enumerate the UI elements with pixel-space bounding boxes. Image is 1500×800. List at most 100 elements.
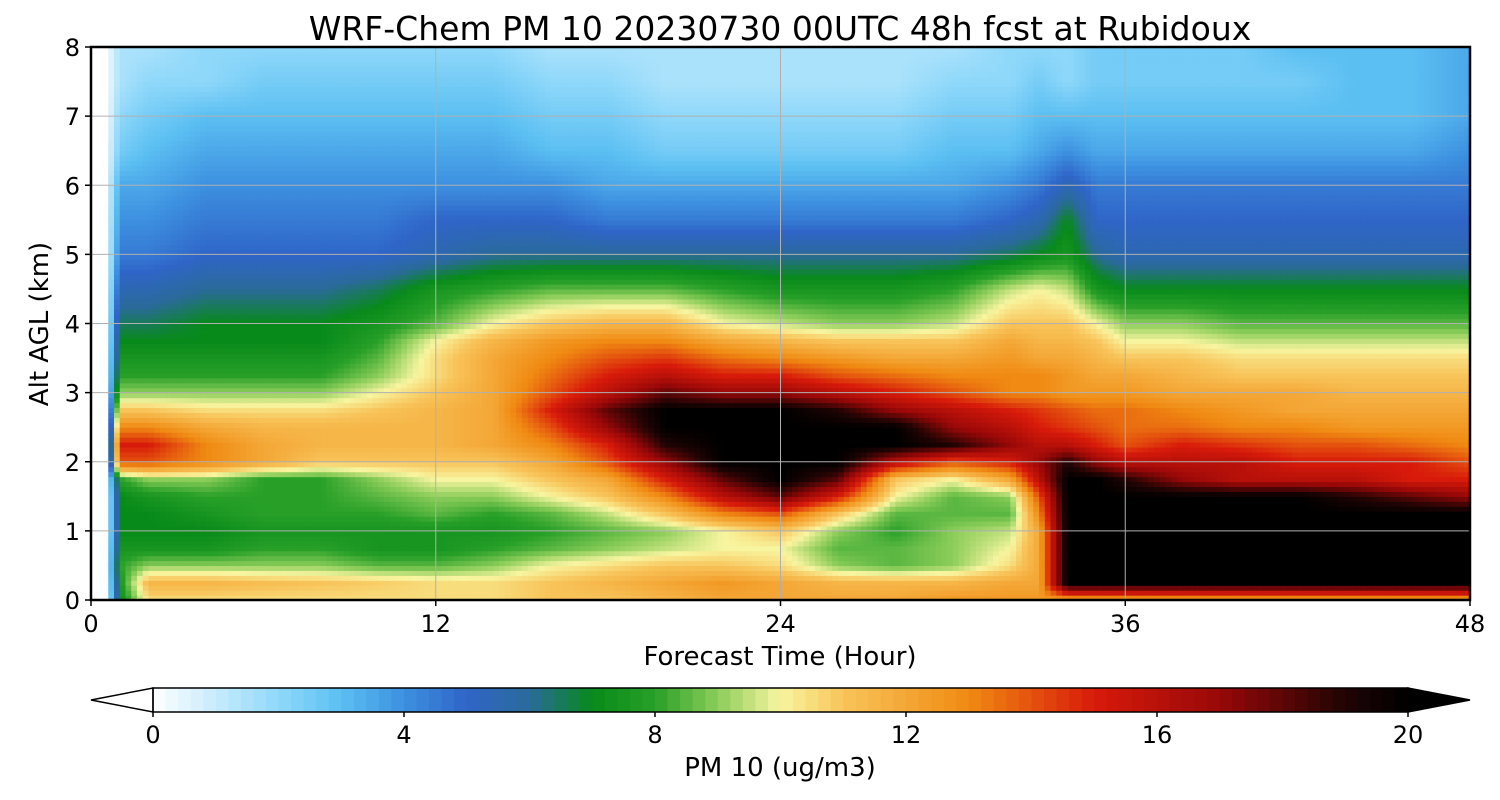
heatmap-cell — [298, 531, 304, 537]
heatmap-cell — [487, 585, 493, 591]
heatmap-cell — [166, 516, 172, 522]
heatmap-cell — [913, 565, 919, 571]
heatmap-cell — [436, 516, 442, 522]
heatmap-cell — [1321, 541, 1327, 547]
heatmap-cell — [378, 565, 384, 571]
heatmap-cell — [1447, 556, 1453, 562]
heatmap-cell — [792, 511, 798, 517]
heatmap-cell — [999, 570, 1005, 576]
heatmap-cell — [1441, 561, 1447, 567]
heatmap-cell — [447, 561, 453, 567]
heatmap-cell — [970, 511, 976, 517]
heatmap-cell — [1292, 551, 1298, 557]
heatmap-cell — [1183, 570, 1189, 576]
heatmap-cell — [620, 511, 626, 517]
heatmap-cell — [964, 585, 970, 591]
heatmap-cell — [367, 546, 373, 552]
heatmap-cell — [143, 546, 149, 552]
heatmap-cell — [436, 501, 442, 507]
heatmap-cell — [459, 536, 465, 542]
heatmap-cell — [545, 496, 551, 502]
heatmap-cell — [1125, 556, 1131, 562]
heatmap-cell — [1229, 531, 1235, 537]
heatmap-cell — [752, 590, 758, 596]
heatmap-cell — [1148, 501, 1154, 507]
heatmap-cell — [189, 565, 195, 571]
heatmap-cell — [419, 501, 425, 507]
heatmap-cell — [1028, 590, 1034, 596]
heatmap-cell — [861, 561, 867, 567]
heatmap-cell — [390, 521, 396, 527]
heatmap-cell — [1424, 506, 1430, 512]
heatmap-cell — [373, 585, 379, 591]
heatmap-cell — [464, 551, 470, 557]
heatmap-cell — [1355, 541, 1361, 547]
heatmap-cell — [505, 585, 511, 591]
heatmap-cell — [539, 501, 545, 507]
heatmap-cell — [97, 561, 103, 567]
heatmap-cell — [114, 546, 120, 552]
heatmap-cell — [683, 561, 689, 567]
heatmap-cell — [258, 575, 264, 581]
heatmap-cell — [304, 511, 310, 517]
heatmap-cell — [872, 575, 878, 581]
heatmap-cell — [1413, 561, 1419, 567]
heatmap-cell — [120, 556, 126, 562]
heatmap-cell — [654, 536, 660, 542]
heatmap-cell — [424, 501, 430, 507]
heatmap-cell — [959, 501, 965, 507]
heatmap-cell — [1447, 561, 1453, 567]
heatmap-cell — [1315, 551, 1321, 557]
heatmap-cell — [263, 585, 269, 591]
heatmap-cell — [1217, 536, 1223, 542]
heatmap-cell — [786, 511, 792, 517]
heatmap-cell — [832, 585, 838, 591]
heatmap-cell — [1074, 561, 1080, 567]
heatmap-cell — [522, 501, 528, 507]
heatmap-cell — [1384, 570, 1390, 576]
heatmap-cell — [327, 536, 333, 542]
heatmap-cell — [1097, 556, 1103, 562]
heatmap-cell — [930, 580, 936, 586]
heatmap-cell — [1177, 575, 1183, 581]
heatmap-cell — [499, 536, 505, 542]
heatmap-cell — [194, 501, 200, 507]
heatmap-cell — [413, 516, 419, 522]
heatmap-cell — [194, 541, 200, 547]
heatmap-cell — [740, 580, 746, 586]
heatmap-cell — [1280, 575, 1286, 581]
heatmap-cell — [1102, 521, 1108, 527]
heatmap-cell — [1401, 531, 1407, 537]
heatmap-cell — [114, 556, 120, 562]
heatmap-cell — [125, 501, 131, 507]
heatmap-cell — [786, 575, 792, 581]
heatmap-cell — [1074, 521, 1080, 527]
heatmap-cell — [878, 541, 884, 547]
heatmap-cell — [1194, 496, 1200, 502]
heatmap-cell — [1074, 570, 1080, 576]
heatmap-cell — [1453, 506, 1459, 512]
heatmap-cell — [1223, 536, 1229, 542]
heatmap-cell — [407, 580, 413, 586]
heatmap-cell — [781, 575, 787, 581]
heatmap-cell — [1355, 561, 1361, 567]
heatmap-cell — [562, 551, 568, 557]
heatmap-cell — [1424, 565, 1430, 571]
heatmap-cell — [1234, 565, 1240, 571]
heatmap-cell — [252, 556, 258, 562]
heatmap-cell — [1332, 521, 1338, 527]
heatmap-cell — [1269, 580, 1275, 586]
heatmap-cell — [1062, 511, 1068, 517]
heatmap-cell — [1114, 556, 1120, 562]
heatmap-cell — [160, 531, 166, 537]
heatmap-cell — [568, 580, 574, 586]
heatmap-cell — [1413, 580, 1419, 586]
heatmap-cell — [464, 580, 470, 586]
heatmap-cell — [1206, 590, 1212, 596]
heatmap-cell — [487, 570, 493, 576]
heatmap-cell — [953, 521, 959, 527]
heatmap-cell — [1257, 536, 1263, 542]
heatmap-cell — [890, 546, 896, 552]
heatmap-cell — [1051, 506, 1057, 512]
heatmap-cell — [970, 501, 976, 507]
